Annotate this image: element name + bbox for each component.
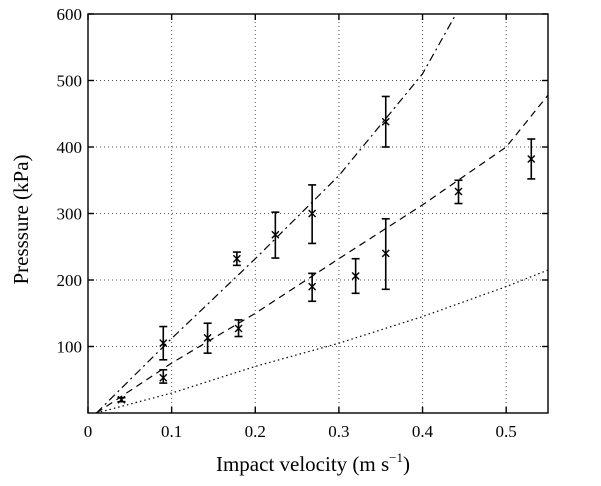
y-tick-label: 600: [57, 5, 83, 24]
x-marker: [454, 187, 463, 196]
data-point: [117, 395, 126, 404]
x-marker: [203, 333, 212, 342]
x-marker: [381, 117, 390, 126]
data-point: [308, 272, 317, 303]
x-tick-labels: 0 0.1 0.2 0.3 0.4 0.5: [84, 422, 517, 441]
x-tick-label: 0.2: [245, 422, 266, 441]
x-tick-label: 0.4: [412, 422, 434, 441]
x-marker: [271, 230, 280, 239]
x-marker: [351, 272, 360, 281]
x-tick-label: 0.5: [496, 422, 517, 441]
x-tick-label: 0.3: [328, 422, 349, 441]
x-marker: [159, 339, 168, 348]
data-point: [159, 325, 168, 361]
x-axis-title-sup: −1: [389, 450, 403, 465]
y-tick-label: 100: [57, 338, 83, 357]
y-tick-label: 400: [57, 138, 83, 157]
grid: [88, 14, 548, 413]
x-axis-title: Impact velocity (m s−1): [216, 450, 410, 476]
curve-dashed: [96, 94, 549, 414]
data-point: [381, 218, 390, 291]
data-point: [351, 257, 360, 295]
y-tick-label: 200: [57, 271, 83, 290]
x-tick-label: 0: [84, 422, 93, 441]
y-tick-labels: 100 200 300 400 500 600: [57, 5, 83, 357]
x-marker: [308, 209, 317, 218]
x-marker: [527, 154, 536, 163]
data-point: [234, 319, 243, 338]
x-marker: [381, 249, 390, 258]
data-point: [271, 211, 280, 259]
x-marker: [117, 395, 126, 404]
curve-dotted: [96, 269, 549, 414]
y-tick-label: 300: [57, 205, 83, 224]
x-axis-title-main: Impact velocity (m s: [216, 452, 389, 476]
data-point: [527, 138, 536, 180]
data-point: [232, 251, 241, 267]
data-point: [454, 179, 463, 205]
y-axis-title: Presssure (kPa): [9, 154, 33, 284]
ticks: [87, 13, 548, 413]
x-marker: [234, 324, 243, 333]
y-tick-label: 500: [57, 72, 83, 91]
model-curves: [95, 13, 549, 414]
data-point: [381, 95, 390, 148]
x-axis-title-close: ): [403, 452, 410, 476]
x-marker: [159, 373, 168, 382]
x-marker: [308, 282, 317, 291]
data-points: [117, 95, 536, 404]
x-marker: [232, 254, 241, 263]
data-point: [159, 368, 168, 384]
data-point: [203, 322, 212, 354]
x-tick-label: 0.1: [161, 422, 182, 441]
data-point: [308, 184, 317, 245]
